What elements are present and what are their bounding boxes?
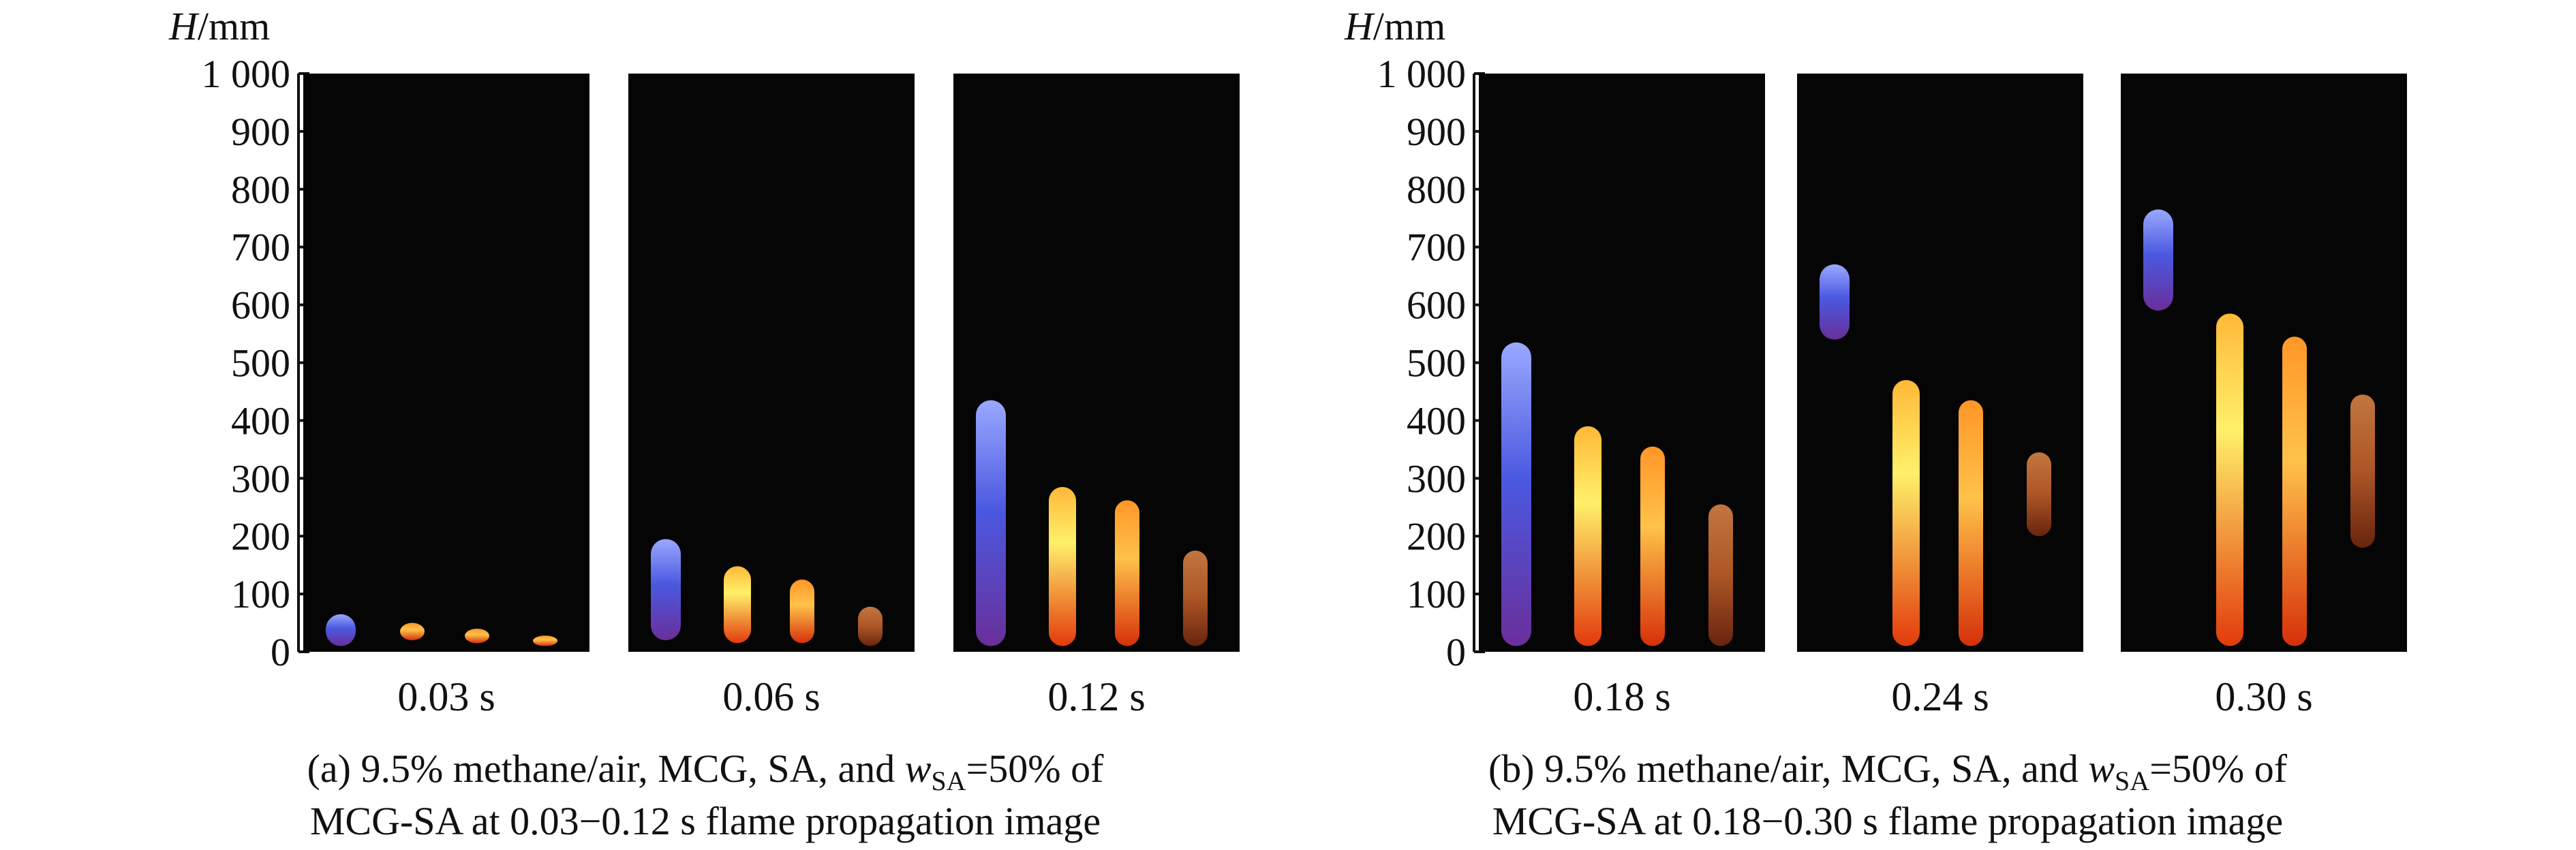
- panel-b-ticks: 0 100 200 300 400 500 600 700 800 900 1 000: [1377, 52, 1485, 674]
- flame-orange: [1959, 400, 1983, 646]
- y-tick-label: 700: [1407, 225, 1466, 270]
- flame-blue: [1820, 264, 1850, 340]
- flames: [651, 539, 883, 646]
- y-tick-label: 800: [231, 168, 290, 212]
- frame-time-label: 0.30 s: [2215, 674, 2312, 719]
- flame-blue: [326, 614, 356, 646]
- panel-a-caption-line1: (a) 9.5% methane/air, MCG, SA, and wSA=5…: [307, 746, 1104, 796]
- y-tick-label: 900: [1407, 110, 1466, 154]
- panel-b-caption-line2: MCG-SA at 0.18−0.30 s flame propagation …: [1492, 799, 2283, 843]
- panel-a-y-axis: 0 100 200 300 400 500 600 700 800 900 1 000 H/mm: [168, 4, 309, 674]
- y-tick-label: 700: [231, 225, 290, 270]
- panel-b-frame-1: 0.18 s: [1479, 74, 1765, 719]
- panel-a: 0 100 200 300 400 500 600 700 800 900 1 000 H/mm 0…: [168, 4, 1240, 843]
- flame-orange: [533, 635, 557, 646]
- frame-time-label: 0.18 s: [1573, 674, 1670, 719]
- flame-orange: [2282, 336, 2307, 646]
- flame-blue: [1501, 342, 1531, 646]
- flame-orange: [1115, 500, 1139, 646]
- panel-b-frame-2: 0.24 s: [1797, 74, 2083, 719]
- flame-orange: [1640, 446, 1665, 646]
- flame-yellow: [1892, 379, 1920, 646]
- flame-blue: [976, 400, 1006, 646]
- y-tick-label: 800: [1407, 168, 1466, 212]
- y-tick-label: 400: [231, 398, 290, 443]
- frame-time-label: 0.24 s: [1891, 674, 1989, 719]
- flame-dim: [2350, 394, 2375, 548]
- axis-unit: /mm: [198, 4, 270, 48]
- flame-yellow: [2216, 313, 2243, 646]
- panel-a-frame-2: 0.06 s: [628, 74, 915, 719]
- flame-dim: [858, 606, 883, 646]
- y-tick-label: 600: [231, 283, 290, 328]
- flame-orange: [790, 579, 814, 644]
- frame-image: [2121, 74, 2407, 652]
- flame-yellow: [1574, 426, 1601, 646]
- y-tick-label: 1 000: [1377, 52, 1467, 96]
- axis-var: H: [168, 4, 200, 48]
- y-tick-label: 100: [231, 572, 290, 616]
- flame-yellow: [724, 566, 751, 644]
- flames: [326, 614, 557, 646]
- y-tick-label: 200: [1407, 514, 1466, 558]
- y-tick-label: 0: [1446, 630, 1466, 674]
- y-tick-label: 500: [231, 341, 290, 385]
- flame-blue: [651, 539, 681, 641]
- y-tick-label: 1 000: [202, 52, 291, 96]
- frame-image: [1797, 74, 2083, 652]
- flames: [1501, 342, 1733, 646]
- panel-a-ticks: 0 100 200 300 400 500 600 700 800 900 1 000: [202, 52, 309, 674]
- panel-b-axis-title: H/mm: [1344, 4, 1445, 48]
- flame-dim: [1183, 550, 1208, 646]
- panel-a-caption-line2: MCG-SA at 0.03−0.12 s flame propagation …: [310, 799, 1101, 843]
- frame-time-label: 0.12 s: [1047, 674, 1145, 719]
- flame-blue: [2143, 209, 2173, 311]
- y-tick-label: 500: [1407, 341, 1466, 385]
- frame-image: [303, 74, 589, 652]
- y-tick-label: 300: [1407, 456, 1466, 501]
- y-tick-label: 900: [231, 110, 290, 154]
- y-tick-label: 400: [1407, 398, 1466, 443]
- panel-b-caption-line1: (b) 9.5% methane/air, MCG, SA, and wSA=5…: [1488, 746, 2288, 796]
- flame-yellow: [1049, 487, 1076, 646]
- y-tick-label: 200: [231, 514, 290, 558]
- y-tick-label: 300: [231, 456, 290, 501]
- flame-orange: [465, 629, 489, 644]
- panel-a-frame-3: 0.12 s: [953, 74, 1240, 719]
- panel-b: 0 100 200 300 400 500 600 700 800 900 1 000 H/mm 0…: [1344, 4, 2407, 843]
- flame-orange: [400, 623, 425, 641]
- frame-time-label: 0.06 s: [722, 674, 820, 719]
- flames: [2143, 209, 2375, 646]
- y-tick-label: 100: [1407, 572, 1466, 616]
- flames: [1820, 264, 2051, 646]
- flames: [976, 400, 1208, 646]
- y-tick-label: 0: [271, 630, 290, 674]
- frame-time-label: 0.03 s: [397, 674, 495, 719]
- y-tick-label: 600: [1407, 283, 1466, 328]
- panel-b-y-axis: 0 100 200 300 400 500 600 700 800 900 1 000 H/mm: [1344, 4, 1485, 674]
- panel-b-frame-3: 0.30 s: [2121, 74, 2407, 719]
- flame-dim: [2027, 452, 2051, 537]
- flame-dim: [1708, 504, 1733, 646]
- panel-a-frame-1: 0.03 s: [303, 74, 589, 719]
- panel-a-axis-title: H/mm: [168, 4, 270, 48]
